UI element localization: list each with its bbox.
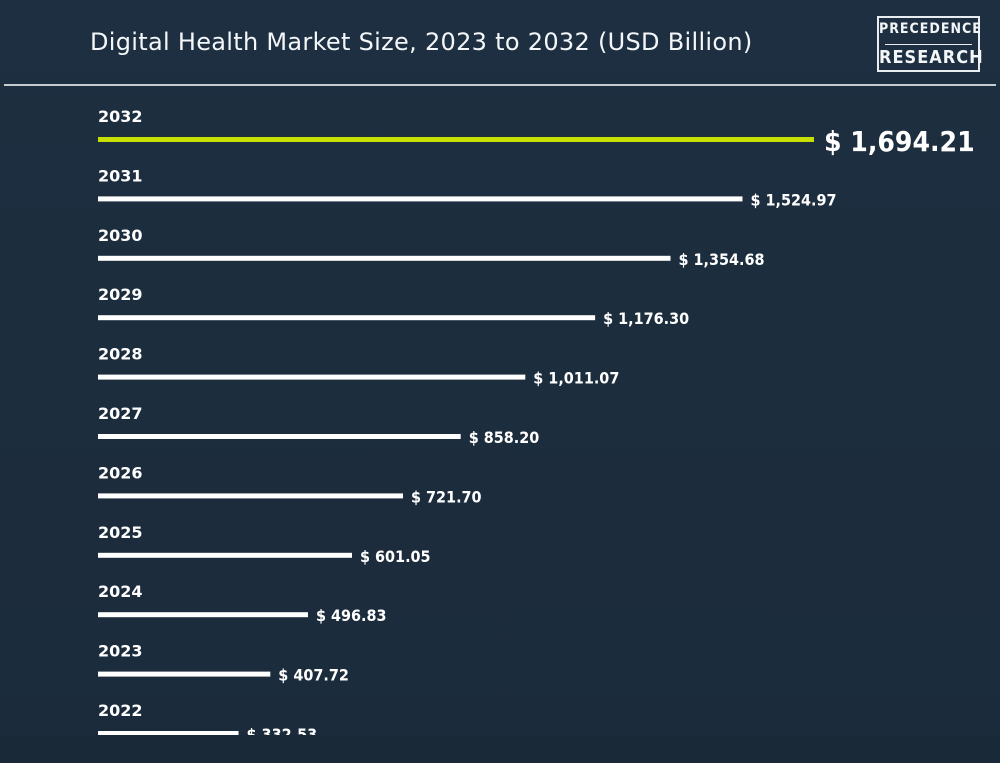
year-label: 2030 bbox=[98, 226, 143, 245]
year-label: 2029 bbox=[98, 285, 143, 304]
year-label: 2027 bbox=[98, 404, 143, 423]
logo-line-1: PRECEDENCE bbox=[879, 21, 982, 37]
header-divider bbox=[4, 84, 996, 86]
value-label: $ 721.70 bbox=[411, 487, 482, 506]
value-label: $ 1,354.68 bbox=[679, 250, 765, 269]
year-label: 2026 bbox=[98, 463, 143, 482]
value-label: $ 407.72 bbox=[278, 666, 349, 685]
bar bbox=[98, 196, 743, 202]
value-label: $ 496.83 bbox=[316, 606, 387, 625]
bar bbox=[98, 315, 596, 321]
logo-line-2: RESEARCH bbox=[879, 47, 984, 68]
year-label: 2023 bbox=[98, 642, 143, 661]
year-label: 2022 bbox=[98, 701, 143, 720]
bar bbox=[98, 255, 671, 261]
bar bbox=[98, 671, 271, 677]
bar bbox=[98, 434, 461, 439]
value-label: $ 1,524.97 bbox=[750, 190, 836, 209]
value-label: $ 858.20 bbox=[469, 428, 540, 447]
value-label: $ 601.05 bbox=[360, 547, 431, 566]
year-label: 2024 bbox=[98, 582, 143, 601]
chart-title: Digital Health Market Size, 2023 to 2032… bbox=[90, 28, 753, 56]
bottom-band bbox=[0, 735, 1000, 763]
logo-divider bbox=[885, 44, 972, 45]
year-label: 2025 bbox=[98, 523, 143, 542]
bar bbox=[98, 731, 239, 736]
year-label: 2028 bbox=[98, 345, 143, 364]
year-label: 2031 bbox=[98, 166, 143, 185]
bar bbox=[98, 493, 404, 499]
value-label: $ 1,011.07 bbox=[533, 369, 619, 388]
value-label: $ 1,694.21 bbox=[824, 125, 975, 158]
value-label: $ 1,176.30 bbox=[603, 309, 689, 328]
precedence-research-logo: PRECEDENCE RESEARCH bbox=[877, 16, 984, 72]
chart-header: Digital Health Market Size, 2023 to 2032… bbox=[0, 0, 1000, 86]
bar bbox=[98, 374, 526, 380]
year-label: 2032 bbox=[98, 107, 143, 126]
highlight-bar bbox=[98, 137, 814, 142]
bar bbox=[98, 612, 308, 618]
bar bbox=[98, 552, 353, 558]
